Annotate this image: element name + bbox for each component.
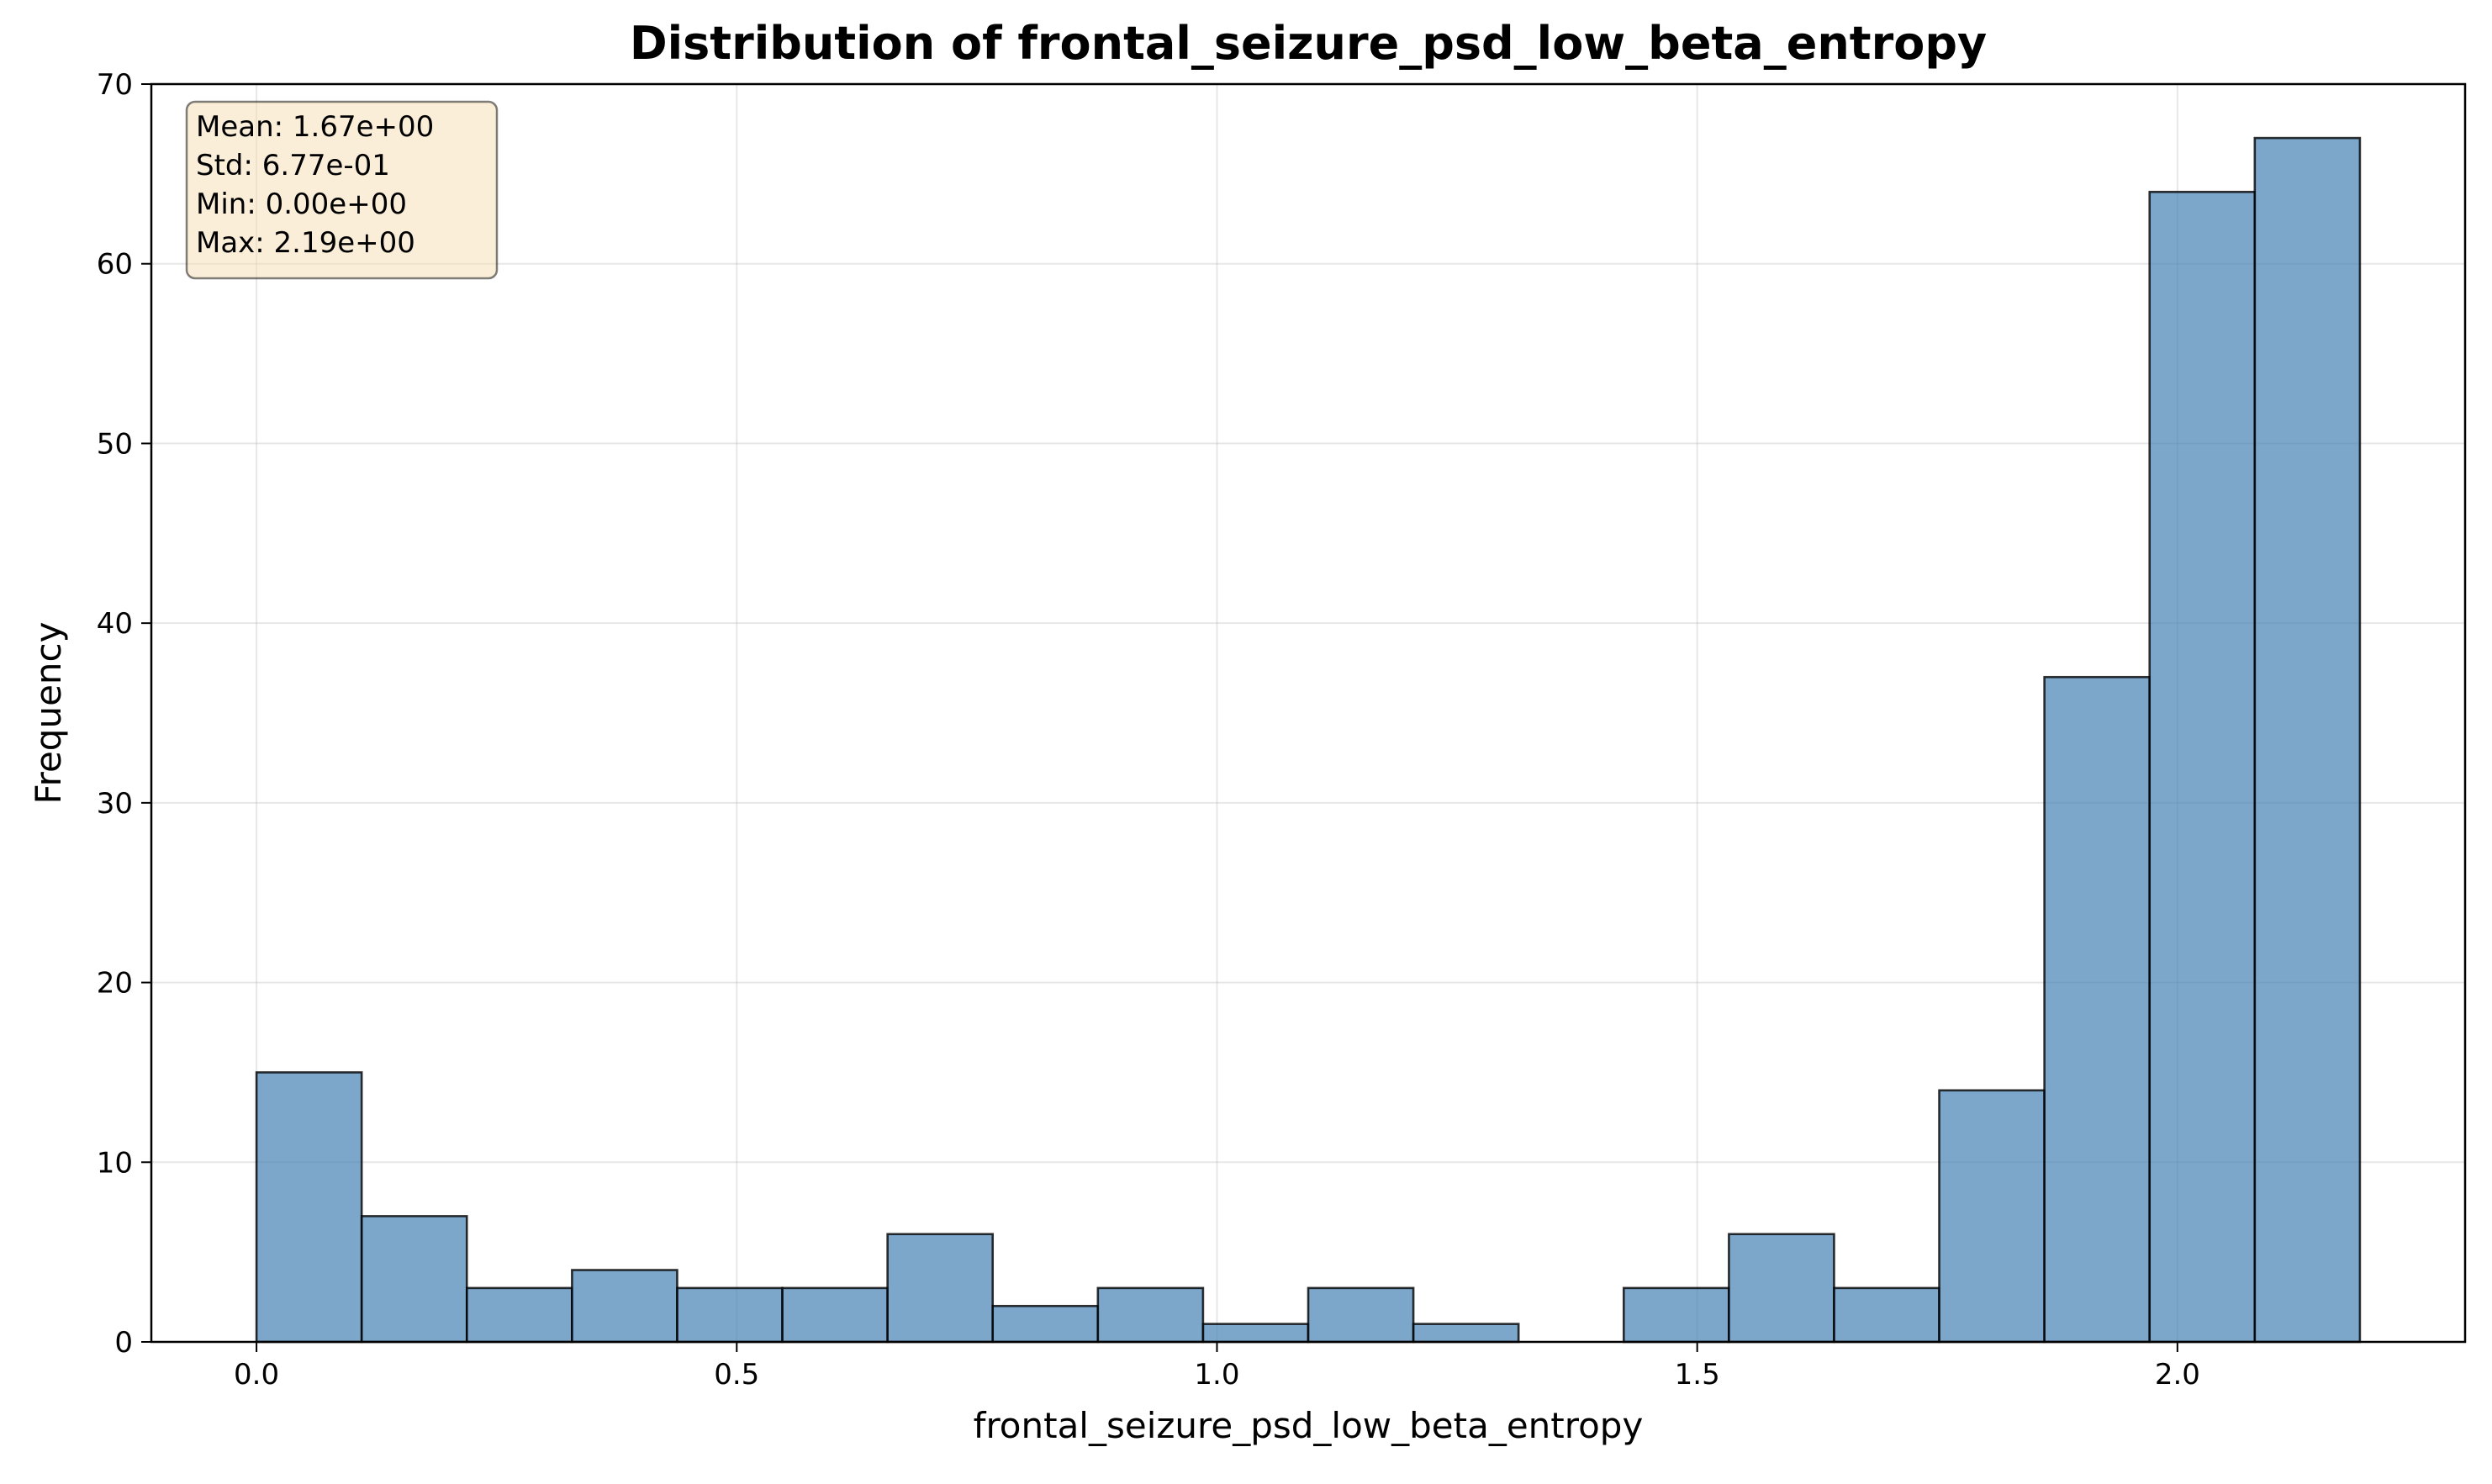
stats-std: Std: 6.77e-01: [196, 149, 390, 182]
histogram-bar-17: [2043, 675, 2151, 1344]
histogram-bar-10: [1307, 1286, 1415, 1344]
x-axis-label: frontal_seizure_psd_low_beta_entropy: [974, 1405, 1644, 1446]
histogram-bar-4: [676, 1286, 784, 1344]
chart-title: Distribution of frontal_seizure_psd_low_…: [630, 17, 1987, 70]
x-tick-label-4: 2.0: [2155, 1358, 2200, 1392]
stats-max: Max: 2.19e+00: [196, 226, 415, 260]
histogram-bar-11: [1412, 1323, 1520, 1344]
histogram-bar-1: [360, 1215, 468, 1344]
x-tick-label-3: 1.5: [1675, 1358, 1720, 1392]
y-tick-label-1: 10: [97, 1146, 133, 1180]
y-tick-label-7: 70: [97, 68, 133, 102]
stats-min: Min: 0.00e+00: [196, 187, 407, 221]
histogram-bar-14: [1728, 1233, 1835, 1344]
y-tick-label-5: 50: [97, 427, 133, 461]
histogram-bar-13: [1622, 1286, 1730, 1344]
plot-frame: [150, 82, 2467, 1344]
histogram-bar-5: [781, 1286, 889, 1344]
stats-box-background: [185, 100, 499, 280]
histogram-bar-9: [1201, 1323, 1310, 1344]
histogram-bar-3: [571, 1269, 678, 1344]
histogram-bar-19: [2253, 136, 2362, 1344]
y-axis-label: Frequency: [28, 622, 69, 805]
histogram-bar-7: [991, 1304, 1100, 1344]
y-tick-label-3: 30: [97, 787, 133, 821]
y-tick-label-4: 40: [97, 607, 133, 641]
histogram-bar-8: [1096, 1286, 1205, 1344]
stats-box: Mean: 1.67e+00 Std: 6.77e-01 Min: 0.00e+…: [185, 100, 499, 280]
histogram-bar-2: [465, 1286, 573, 1344]
x-tick-label-1: 0.5: [714, 1358, 759, 1392]
histogram-bar-0: [255, 1071, 363, 1344]
y-tick-label-0: 0: [114, 1326, 133, 1360]
x-axis-ticks: 0.0 0.5 1.0 1.5 2.0: [234, 1342, 2200, 1392]
histogram-bar-6: [886, 1233, 995, 1344]
x-tick-label-2: 1.0: [1194, 1358, 1239, 1392]
histogram-bar-18: [2148, 190, 2257, 1344]
histogram-bar-15: [1833, 1286, 1940, 1344]
y-tick-label-2: 20: [97, 967, 133, 1001]
x-tick-label-0: 0.0: [234, 1358, 279, 1392]
histogram-bar-16: [1938, 1089, 2046, 1344]
stats-mean: Mean: 1.67e+00: [196, 110, 434, 144]
y-axis-ticks: 0 10 20 30 40 50 60 70: [97, 68, 151, 1360]
histogram-bars: [255, 136, 2362, 1344]
y-tick-label-6: 60: [97, 248, 133, 282]
